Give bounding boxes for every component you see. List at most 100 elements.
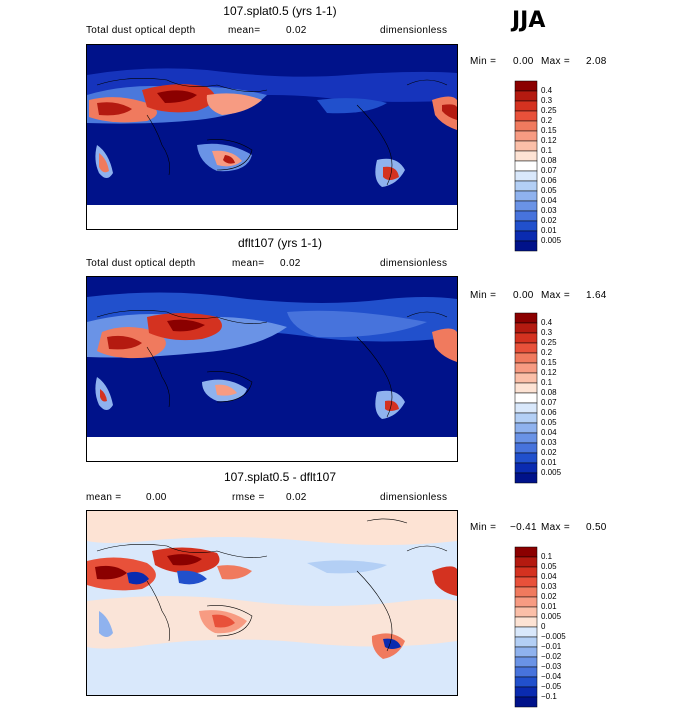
colorbar-3-swatch (514, 586, 538, 598)
panel-1-max-label: Max = (541, 56, 571, 67)
colorbar-3-tick-label: 0.1 (541, 552, 553, 561)
colorbar-3-swatch (514, 616, 538, 628)
colorbar-1-tick-label: 0.03 (541, 206, 557, 215)
colorbar-3-tick-label: 0.02 (541, 592, 557, 601)
colorbar-3-tick-label: 0.005 (541, 612, 562, 621)
panel-1-map (86, 44, 458, 230)
colorbar-3-swatch (514, 576, 538, 588)
colorbar-1-tick-label: 0.005 (541, 236, 562, 245)
colorbar-3-swatch-lowest (514, 696, 538, 708)
panel-3-min-label: Min = (470, 522, 497, 533)
colorbar-1-svg (514, 80, 538, 252)
panel-1-max-value: 2.08 (586, 56, 607, 67)
colorbar-2-swatch (514, 312, 538, 324)
colorbar-2-tick-label: 0.04 (541, 428, 557, 437)
colorbar-2-tick-label: 0.05 (541, 418, 557, 427)
colorbar-2-tick-label: 0.06 (541, 408, 557, 417)
panel-1-mean-label: mean= (228, 25, 261, 36)
colorbar-2-tick-label: 0.4 (541, 318, 553, 327)
colorbar-3-tick-label: −0.01 (541, 642, 562, 651)
colorbar-1-swatch (514, 90, 538, 102)
colorbar-3-tick-label: −0.02 (541, 652, 562, 661)
panel-3-max-label: Max = (541, 522, 571, 533)
panel-3-min-value: −0.41 (510, 522, 537, 533)
colorbar-1-swatch (514, 180, 538, 192)
colorbar-1-swatch (514, 200, 538, 212)
colorbar-1-swatch (514, 210, 538, 222)
panel-2-min-value: 0.00 (513, 290, 534, 301)
panel-2-max-label: Max = (541, 290, 571, 301)
panel-3-map (86, 510, 458, 696)
colorbar-2-tick-label: 0.12 (541, 368, 557, 377)
colorbar-1-tick-label: 0.04 (541, 196, 557, 205)
colorbar-3-tick-label: −0.04 (541, 672, 562, 681)
colorbar-2-tick-label: 0.01 (541, 458, 557, 467)
colorbar-3-tick-label: −0.03 (541, 662, 562, 671)
colorbar-1-tick-label: 0.01 (541, 226, 557, 235)
colorbar-3-tick-label: 0 (541, 622, 546, 631)
colorbar-1-swatch (514, 230, 538, 242)
colorbar-2-tick-label: 0.03 (541, 438, 557, 447)
colorbar-2-swatch (514, 432, 538, 444)
colorbar-3-tick-label: −0.005 (541, 632, 566, 641)
colorbar-2-swatch (514, 352, 538, 364)
colorbar-3-swatch (514, 686, 538, 698)
season-label: JJA (512, 8, 546, 33)
panel-2-min-label: Min = (470, 290, 497, 301)
panel-1-min-label: Min = (470, 56, 497, 67)
colorbar-2-swatch (514, 452, 538, 464)
colorbar-3-swatch (514, 666, 538, 678)
colorbar-3-swatch (514, 626, 538, 638)
colorbar-3-tick-label: 0.03 (541, 582, 557, 591)
colorbar-1-swatch (514, 80, 538, 92)
colorbar-1-swatch (514, 220, 538, 232)
colorbar-2-swatch (514, 392, 538, 404)
colorbar-3-swatch (514, 596, 538, 608)
colorbar-3-tick-label: −0.05 (541, 682, 562, 691)
panel-2-mean-label: mean= (232, 258, 265, 269)
colorbar-1-swatch (514, 100, 538, 112)
panel-3-title: 107.splat0.5 - dflt107 (223, 470, 337, 484)
colorbar-3-swatch (514, 606, 538, 618)
colorbar-2-tick-label: 0.3 (541, 328, 553, 337)
colorbar-2-swatch (514, 322, 538, 334)
panel-2-title: dflt107 (yrs 1-1) (237, 236, 323, 250)
colorbar-3-swatch (514, 646, 538, 658)
colorbar-1-swatch (514, 170, 538, 182)
colorbar-3-swatch (514, 546, 538, 558)
panel-3-units: dimensionless (380, 492, 448, 503)
colorbar-3-swatch (514, 636, 538, 648)
colorbar-3-swatch (514, 566, 538, 578)
colorbar-2-swatch (514, 402, 538, 414)
colorbar-2-swatch (514, 412, 538, 424)
colorbar-2-swatch (514, 442, 538, 454)
colorbar-3-tick-label: 0.04 (541, 572, 557, 581)
colorbar-2-tick-label: 0.15 (541, 358, 557, 367)
panel-1-variable: Total dust optical depth (86, 25, 196, 36)
colorbar-2-swatch (514, 372, 538, 384)
colorbar-1-swatch-lowest (514, 240, 538, 252)
colorbar-2-swatch (514, 362, 538, 374)
colorbar-1-tick-label: 0.2 (541, 116, 553, 125)
colorbar-1-tick-label: 0.07 (541, 166, 557, 175)
colorbar-1-swatch (514, 130, 538, 142)
colorbar-1-swatch (514, 120, 538, 132)
panel-1-min-value: 0.00 (513, 56, 534, 67)
colorbar-3-tick-label: 0.01 (541, 602, 557, 611)
colorbar-3-svg (514, 546, 538, 708)
colorbar-2-tick-label: 0.25 (541, 338, 557, 347)
colorbar-1-tick-label: 0.15 (541, 126, 557, 135)
colorbar-2-swatch (514, 382, 538, 394)
panel-3-rmse-label: rmse = (232, 492, 265, 503)
panel-1-title: 107.splat0.5 (yrs 1-1) (223, 4, 337, 18)
colorbar-1-tick-label: 0.25 (541, 106, 557, 115)
panel-2-max-value: 1.64 (586, 290, 607, 301)
colorbar-2-swatch (514, 422, 538, 434)
panel-3-mean-value: 0.00 (146, 492, 167, 503)
panel-3-rmse-value: 0.02 (286, 492, 307, 503)
colorbar-1-tick-label: 0.06 (541, 176, 557, 185)
colorbar-3-tick-label: −0.1 (541, 692, 557, 701)
colorbar-2-swatch (514, 342, 538, 354)
colorbar-3-swatch (514, 656, 538, 668)
colorbar-2-tick-label: 0.02 (541, 448, 557, 457)
